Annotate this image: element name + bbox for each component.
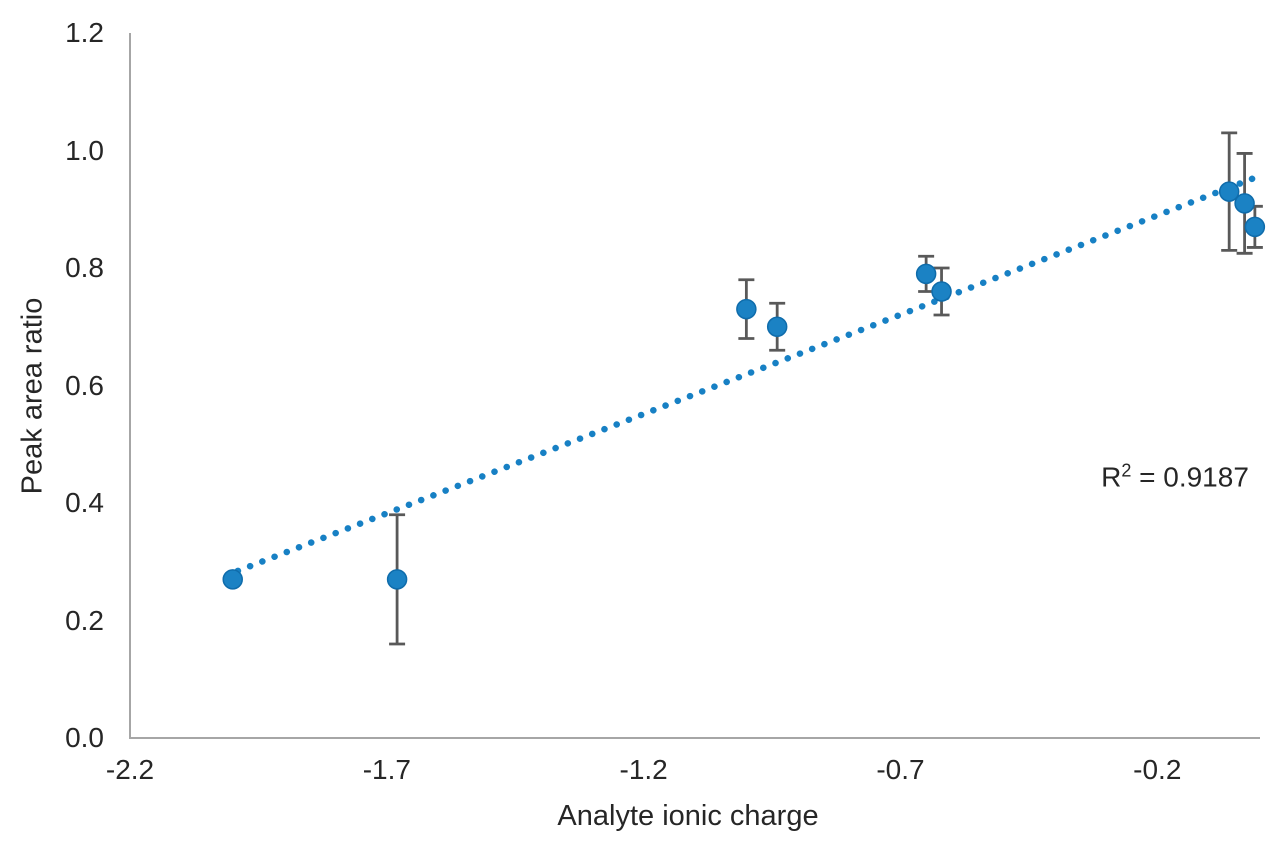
y-tick-label: 0.0 [65,722,104,753]
y-tick-label: 1.2 [65,17,104,48]
x-axis-title: Analyte ionic charge [557,800,819,832]
x-tick-label: -2.2 [105,754,155,785]
r-squared-base: R [1101,461,1122,493]
r-squared-annotation: R2 = 0.9187 [1101,460,1249,493]
x-tick-label: -0.2 [1133,754,1182,785]
y-tick-label: 1.0 [65,134,104,166]
data-point [1244,216,1266,238]
axis-spines [129,33,1260,739]
y-tick-label: 0.4 [65,487,104,518]
y-tick-label: 0.8 [65,252,104,283]
data-point [931,281,952,302]
data-point [736,298,757,320]
x-tick-label: -1.7 [362,754,411,785]
x-tick-label: -0.7 [876,754,925,785]
x-tick-label: -1.2 [619,754,668,785]
data-point [766,316,788,337]
r-squared-value: = 0.9187 [1131,461,1249,493]
data-point [1234,193,1255,214]
y-tick-label: 0.6 [65,369,104,401]
data-point [386,569,408,590]
data-point [915,263,937,285]
r-squared-exponent: 2 [1121,460,1132,481]
data-point [222,569,243,590]
trendline-dotted [234,174,1259,575]
data-point [1218,181,1240,202]
y-tick-label: 0.2 [65,604,104,636]
